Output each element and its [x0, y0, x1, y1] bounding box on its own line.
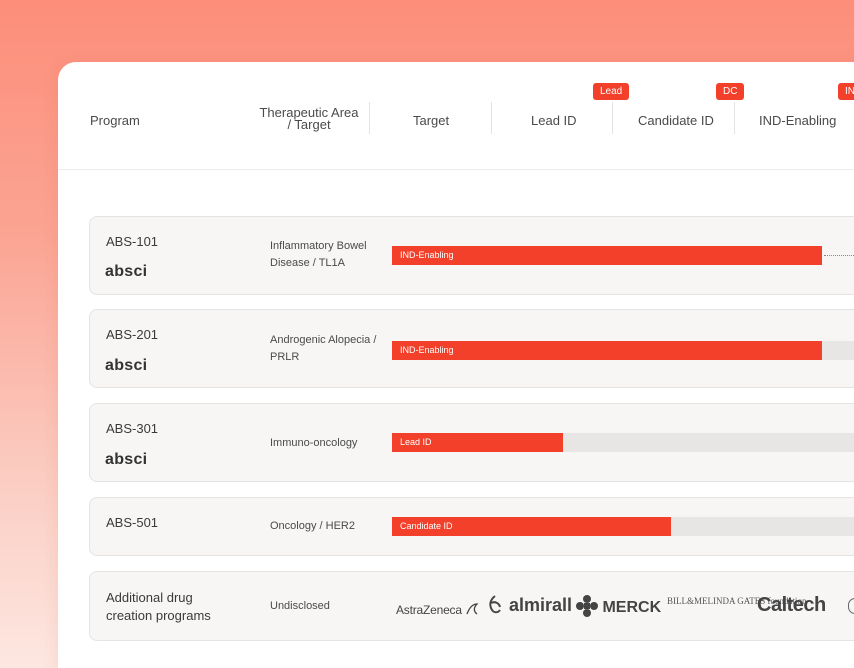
column-ind-enabling: IND-Enabling — [759, 113, 837, 128]
stage-badge-dc: DC — [716, 83, 745, 100]
therapeutic-area: Inflammatory Bowel Disease / TL1A — [270, 238, 390, 272]
almirall-logo-text: almirall — [509, 595, 573, 615]
progress-track: IND-Enabling — [392, 246, 854, 265]
astrazeneca-swirl-icon — [466, 603, 479, 615]
column-target: Target — [413, 113, 450, 128]
almirall-mark-icon — [489, 595, 501, 614]
therapeutic-area-line1: Oncology / HER2 — [270, 520, 355, 532]
caltech-logo: Caltech — [757, 594, 826, 616]
progress-track: IND-Enabling — [392, 341, 854, 360]
gates-foundation-logo: BILL&MELINDA GATES foundation — [667, 596, 807, 606]
progress-bar: Candidate ID — [392, 517, 671, 536]
pipeline-header: Program Therapeutic Area / Target Target… — [58, 62, 854, 170]
program-name: ABS-201 — [106, 327, 159, 342]
therapeutic-area-line1: Immuno-oncology — [270, 437, 358, 449]
therapeutic-area: Undisclosed — [270, 600, 330, 612]
program-row-abs-201[interactable]: ABS-201 absci Androgenic Alopecia / PRLR… — [89, 309, 854, 388]
partner-logo-partial — [848, 598, 854, 614]
therapeutic-area-line2: PRLR — [270, 351, 300, 363]
progress-bar: IND-Enabling — [392, 246, 822, 265]
therapeutic-area: Immuno-oncology — [270, 435, 390, 452]
stage-badge-lead: Lead — [593, 83, 630, 100]
progress-bar: IND-Enabling — [392, 341, 822, 360]
column-therapeutic-area-line2: / Target — [287, 117, 331, 132]
astrazeneca-logo-text: AstraZeneca — [396, 603, 462, 617]
progress-track: Candidate ID — [392, 517, 854, 536]
program-name-line1: Additional drug — [106, 590, 193, 605]
absci-logo: absci — [105, 263, 148, 280]
therapeutic-area-line1: Inflammatory Bowel — [270, 240, 367, 252]
pipeline-card: Program Therapeutic Area / Target Target… — [58, 62, 854, 668]
program-row-abs-501[interactable]: ABS-501 Oncology / HER2 Candidate ID — [89, 497, 854, 556]
merck-mark-icon — [576, 595, 598, 617]
therapeutic-area-line1: Androgenic Alopecia / — [270, 334, 377, 346]
header-divider — [369, 102, 370, 134]
program-name-line2: creation programs — [106, 608, 211, 623]
absci-logo: absci — [105, 357, 148, 374]
therapeutic-area: Androgenic Alopecia / PRLR — [270, 332, 390, 366]
absci-logo: absci — [105, 451, 148, 468]
almirall-logo: almirall — [486, 594, 572, 616]
merck-logo-text: MERCK — [602, 599, 662, 616]
therapeutic-area-line2: Disease / TL1A — [270, 257, 346, 269]
header-divider — [491, 102, 492, 134]
program-name: ABS-301 — [106, 421, 159, 436]
program-row-abs-101[interactable]: ABS-101 absci Inflammatory Bowel Disease… — [89, 216, 854, 295]
program-row-additional[interactable]: Additional drug creation programs Undisc… — [89, 571, 854, 641]
header-divider — [612, 102, 613, 134]
progress-dotted-extension — [824, 255, 854, 256]
column-therapeutic-area: Therapeutic Area / Target — [254, 105, 364, 132]
progress-bar: Lead ID — [392, 433, 563, 452]
column-program: Program — [90, 113, 140, 128]
column-therapeutic-area-line1: Therapeutic Area — [259, 105, 359, 120]
program-name: ABS-501 — [106, 515, 159, 530]
column-lead-id: Lead ID — [531, 113, 577, 128]
program-name: Additional drug creation programs — [106, 589, 211, 625]
program-name: ABS-101 — [106, 234, 159, 249]
stage-badge-ind: IN — [838, 83, 854, 100]
therapeutic-area: Oncology / HER2 — [270, 518, 390, 535]
astrazeneca-logo: AstraZeneca — [396, 602, 479, 617]
header-divider — [734, 102, 735, 134]
progress-track: Lead ID — [392, 433, 854, 452]
merck-logo: MERCK — [576, 595, 661, 617]
column-candidate-id: Candidate ID — [638, 113, 714, 128]
program-row-abs-301[interactable]: ABS-301 absci Immuno-oncology Lead ID — [89, 403, 854, 482]
